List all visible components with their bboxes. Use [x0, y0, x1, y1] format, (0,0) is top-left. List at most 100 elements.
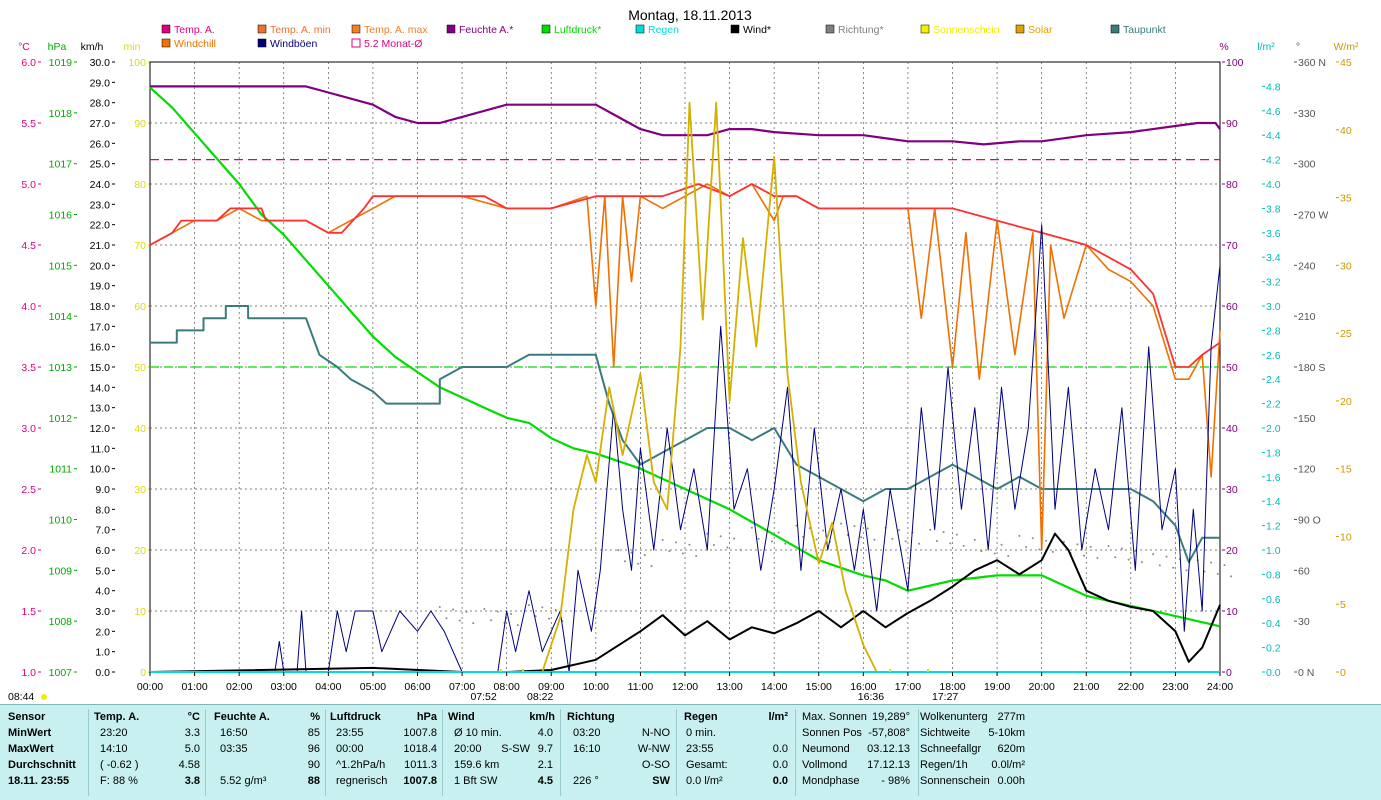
direction-dot	[1158, 564, 1161, 567]
y-tick-label: 2.5	[21, 484, 36, 496]
stats-sensor-row: MaxWert	[8, 743, 54, 755]
direction-dot	[1096, 557, 1099, 560]
y-tick-label: 15.0	[90, 362, 111, 374]
stats-dir-time: 03:20	[573, 727, 601, 739]
x-tick-label: 09:00	[538, 681, 564, 693]
direction-dot	[465, 610, 468, 613]
direction-dot	[496, 610, 499, 613]
sun-markers: 08:44 07:52 08:22 16:36 17:27	[8, 669, 958, 703]
y-tick-label: 50	[1226, 362, 1238, 374]
stats-hum-value: 96	[307, 743, 320, 755]
y-tick-label: 300	[1298, 159, 1316, 171]
y-tick-label: 18.0	[90, 301, 111, 313]
y-tick-label: 6.0	[21, 57, 36, 69]
direction-dot	[1140, 561, 1143, 564]
direction-dot	[1114, 556, 1117, 559]
direction-dot	[688, 543, 691, 546]
stats-separator	[442, 709, 443, 796]
y-tick-label: 35	[1340, 193, 1352, 205]
direction-dot	[973, 538, 976, 541]
direction-dot	[1076, 543, 1079, 546]
stats-wind-label: Ø 10 min.	[454, 727, 502, 739]
y-tick-label: 1.0	[21, 667, 36, 679]
y-tick-label: 210	[1298, 311, 1316, 323]
sun-time-dusk: 17:27	[932, 691, 958, 703]
sun-time-rise: 08:22	[527, 691, 553, 703]
legend-swatch	[351, 24, 361, 34]
stats-sun-label: Vollmond	[802, 759, 848, 771]
direction-dot	[993, 552, 996, 555]
y-tick-label: 2.0	[1266, 423, 1281, 435]
stats-separator	[205, 709, 206, 796]
legend-swatch	[446, 24, 456, 34]
direction-dot	[757, 537, 760, 540]
x-tick-label: 22:00	[1118, 681, 1144, 693]
direction-dot	[1045, 539, 1048, 542]
stats-sun-label: Mondphase	[802, 775, 860, 787]
y-tick-label: 1018	[49, 108, 73, 120]
direction-dot	[750, 526, 753, 529]
direction-dot	[490, 619, 493, 622]
x-tick-label: 08:00	[494, 681, 520, 693]
axis-unit-solar: W/m²	[1333, 41, 1359, 53]
stats-wind-foot-value: 4.5	[537, 775, 553, 787]
sun-icon	[41, 694, 47, 700]
stats-rain-value: 0.0	[772, 743, 788, 755]
y-tick-label: 9.0	[95, 484, 110, 496]
legend-swatch	[541, 24, 551, 34]
direction-dot	[1172, 566, 1175, 569]
y-tick-label: 16.0	[90, 342, 111, 354]
sun-time-dawn: 07:52	[470, 691, 496, 703]
y-tick-label: 60	[1298, 565, 1310, 577]
y-tick-label: 13.0	[90, 403, 111, 415]
legend-label: Feuchte A.*	[459, 24, 513, 36]
y-tick-label: 1019	[49, 57, 73, 69]
legend-swatch	[920, 24, 930, 34]
direction-dot	[1025, 546, 1028, 549]
stats-press-value: 1007.8	[403, 727, 437, 739]
stats-hum-foot-label: 5.52 g/m³	[220, 775, 267, 787]
y-tick-label: 90 O	[1298, 515, 1321, 527]
y-tick-label: 23.0	[90, 199, 111, 211]
stats-wind-value: 9.7	[537, 743, 553, 755]
x-tick-label: 13:00	[716, 681, 742, 693]
y-tick-label: 4.2	[1266, 155, 1281, 167]
direction-dot	[1223, 564, 1226, 567]
y-tick-label: 4.0	[95, 586, 110, 598]
direction-dot	[1210, 561, 1213, 564]
stats-sun-label: Max. Sonnen	[802, 711, 867, 723]
axis-unit-deg: °	[1296, 41, 1300, 53]
legend-swatch	[161, 38, 171, 48]
y-tick-label: 3.4	[1266, 252, 1281, 264]
legend-label: Taupunkt	[1123, 24, 1166, 36]
stats-sky-value: 5-10km	[988, 727, 1025, 739]
stats-dir-value: O-SO	[641, 759, 670, 771]
legend-label: Temp. A. max	[364, 24, 428, 36]
direction-dot	[1152, 553, 1155, 556]
y-tick-label: 30	[134, 484, 146, 496]
y-tick-label: 19.0	[90, 281, 111, 293]
x-tick-label: 19:00	[984, 681, 1010, 693]
stats-sky-label: Sichtweite	[920, 727, 971, 739]
legend-label: Regen	[648, 24, 679, 36]
y-tick-label: 1011	[49, 464, 72, 476]
y-tick-label: 1.5	[21, 606, 36, 618]
y-tick-label: 0	[1340, 667, 1346, 679]
y-tick-label: 20	[1226, 545, 1238, 557]
direction-dot	[891, 537, 894, 540]
x-tick-label: 23:00	[1162, 681, 1188, 693]
direction-dot	[918, 542, 921, 545]
direction-dot	[898, 529, 900, 532]
stats-temp-time: ( -0.62 )	[100, 759, 139, 771]
axis-unit-press: hPa	[48, 41, 67, 53]
y-tick-label: 10.0	[90, 464, 111, 476]
stats-rain-head: Regen	[684, 711, 718, 723]
stats-hum-value: 90	[307, 759, 320, 771]
stats-wind-unit: km/h	[529, 711, 555, 723]
y-tick-label: 14.0	[90, 382, 111, 394]
direction-dot	[472, 622, 475, 625]
y-tick-label: 30	[1298, 616, 1310, 628]
y-tick-label: 1008	[49, 616, 73, 628]
x-tick-label: 06:00	[404, 681, 430, 693]
direction-dot	[452, 608, 455, 611]
